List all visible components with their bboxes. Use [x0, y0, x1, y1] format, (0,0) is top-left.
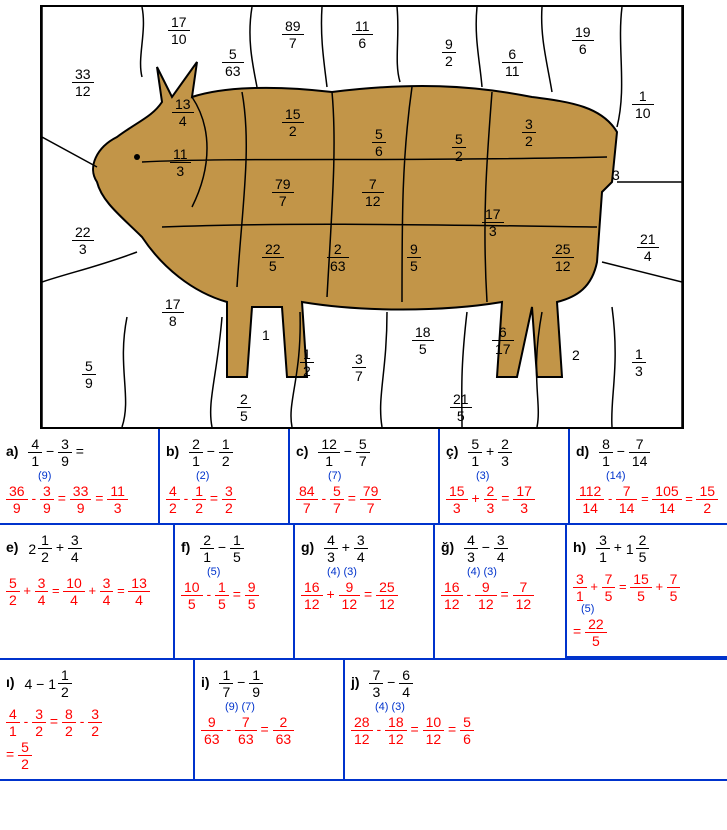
- cell-g: g) 43 + 34 (4) (3) 1612 + 912 = 2512: [295, 525, 435, 658]
- region-fraction: 173: [482, 207, 504, 238]
- cell-e: e) 212 + 34 52 + 34 = 104 + 34 = 134: [0, 525, 175, 658]
- region-fraction: 563: [222, 47, 244, 78]
- cow-diagram: 1710897116926111963312563134152110113565…: [40, 5, 684, 429]
- region-fraction: 59: [82, 359, 96, 390]
- region-fraction: 3: [612, 167, 620, 183]
- region-fraction: 797: [272, 177, 294, 208]
- region-fraction: 196: [572, 25, 594, 56]
- region-fraction: 92: [442, 37, 456, 68]
- cell-b: b) 21 − 12 (2) 42 - 12 = 32: [160, 429, 290, 523]
- cell-i: i) 17 − 19 (9) (7) 963 - 763 = 263: [195, 660, 345, 779]
- region-fraction: 263: [327, 242, 349, 273]
- answers-grid: a) 41 − 39 = (9) 369 - 39 = 339 = 113 b)…: [0, 429, 727, 781]
- region-fraction: 223: [72, 225, 94, 256]
- region-fraction: 13: [632, 347, 646, 378]
- region-fraction: 2: [572, 347, 580, 363]
- region-fraction: 95: [407, 242, 421, 273]
- region-fraction: 134: [172, 97, 194, 128]
- region-fraction: 32: [522, 117, 536, 148]
- region-fraction: 25: [237, 392, 251, 423]
- cell-a: a) 41 − 39 = (9) 369 - 39 = 339 = 113: [0, 429, 160, 523]
- cell-h: h) 31 + 125 31 + 75 = 155 + 75 (5) = 225: [567, 525, 727, 658]
- region-fraction: 897: [282, 19, 304, 50]
- region-fraction: 1710: [168, 15, 190, 46]
- cell-ç: ç) 51 + 23 (3) 153 + 23 = 173: [440, 429, 570, 523]
- region-fraction: 52: [452, 132, 466, 163]
- region-fraction: 617: [492, 325, 514, 356]
- region-fraction: 611: [502, 47, 523, 78]
- region-fraction: 225: [262, 242, 284, 273]
- region-fraction: 178: [162, 297, 184, 328]
- region-fraction: 113: [170, 147, 191, 178]
- cell-ı: ı) 4 − 112 41 - 32 = 82 - 32 = 52: [0, 660, 195, 779]
- region-fraction: 214: [637, 232, 659, 263]
- region-fraction: 152: [282, 107, 304, 138]
- region-fraction: 37: [352, 352, 366, 383]
- region-fraction: 12: [300, 347, 314, 378]
- region-fraction: 1: [262, 327, 270, 343]
- cell-ğ: ğ) 43 − 34 (4) (3) 1612 - 912 = 712: [435, 525, 567, 658]
- region-fraction: 56: [372, 127, 386, 158]
- region-fraction: 215: [450, 392, 472, 423]
- region-fraction: 185: [412, 325, 434, 356]
- region-fraction: 3312: [72, 67, 94, 98]
- cell-f: f) 21 − 15 (5) 105 - 15 = 95: [175, 525, 295, 658]
- region-fraction: 2512: [552, 242, 574, 273]
- region-fraction: 110: [632, 89, 654, 120]
- cell-c: c) 121 − 57 (7) 847 - 57 = 797: [290, 429, 440, 523]
- region-fraction: 116: [352, 19, 373, 50]
- region-fraction: 712: [362, 177, 384, 208]
- cell-d: d) 81 − 714 (14) 11214 - 714 = 10514 = 1…: [570, 429, 727, 523]
- cell-j: j) 73 − 64 (4) (3) 2812 - 1812 = 1012 = …: [345, 660, 727, 779]
